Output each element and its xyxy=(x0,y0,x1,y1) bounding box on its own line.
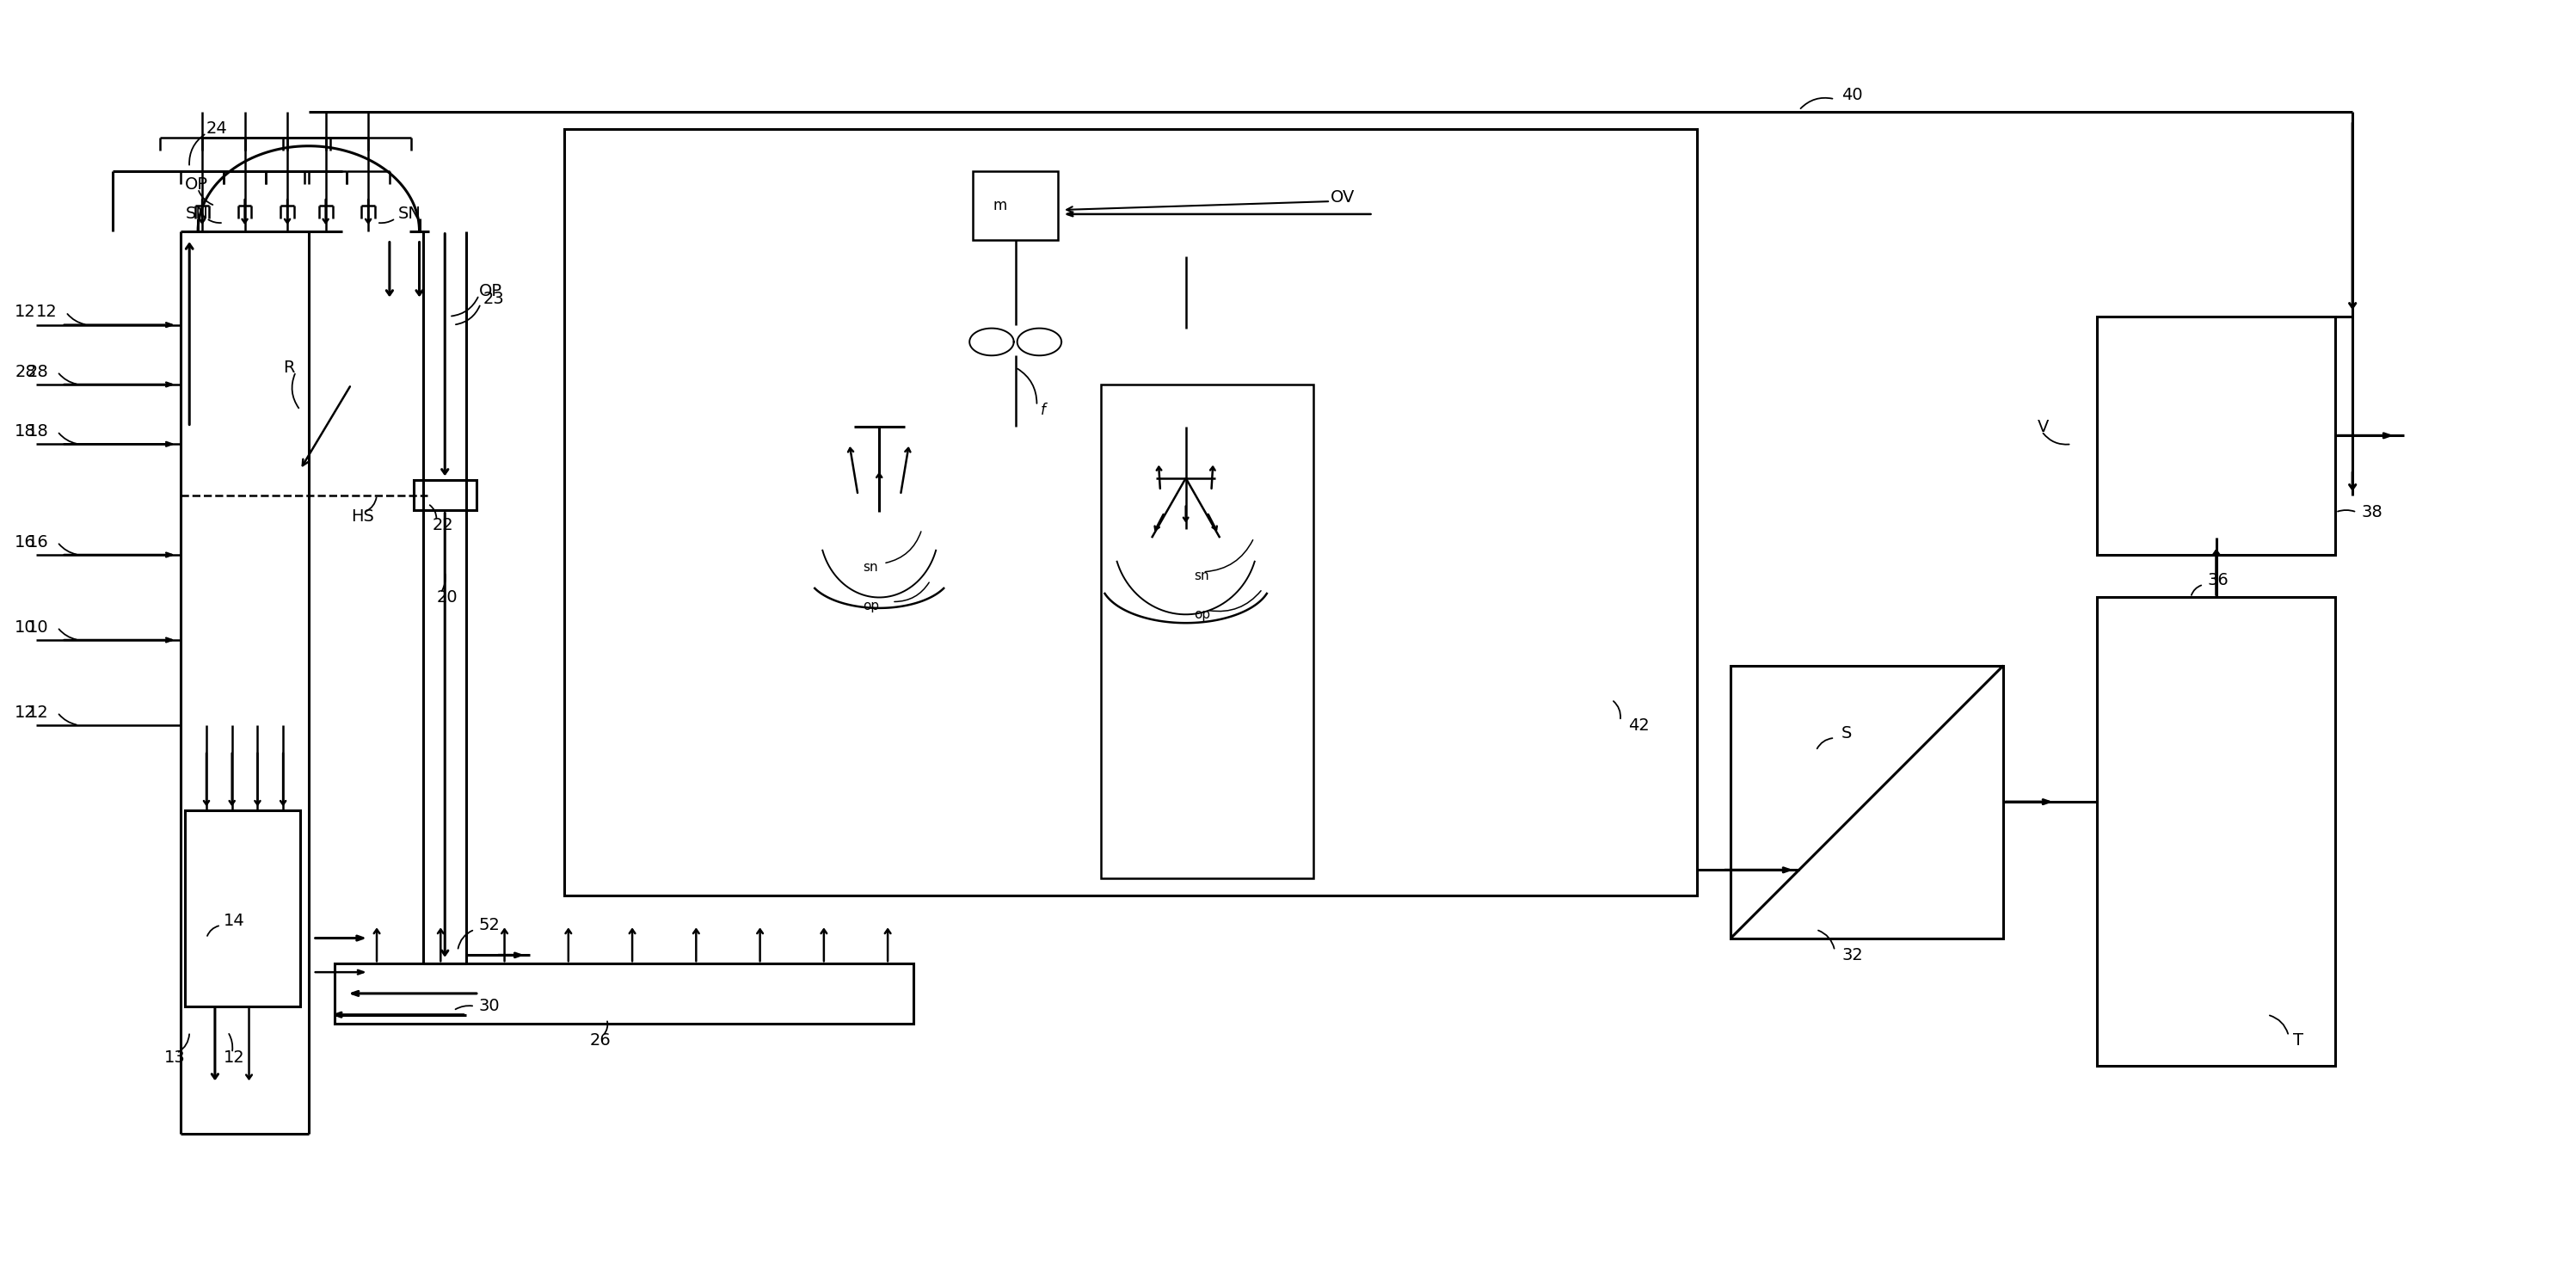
Text: S: S xyxy=(1842,726,1852,742)
Text: op: op xyxy=(863,599,878,612)
Text: 23: 23 xyxy=(484,291,505,307)
Text: m: m xyxy=(994,198,1007,214)
Text: 32: 32 xyxy=(1842,947,1862,964)
Text: 30: 30 xyxy=(479,998,500,1015)
Text: 10: 10 xyxy=(15,620,36,635)
Text: OP: OP xyxy=(185,177,209,192)
Text: op: op xyxy=(1195,608,1211,621)
Text: OP: OP xyxy=(479,283,502,300)
Bar xyxy=(1731,666,2004,938)
Text: 52: 52 xyxy=(479,918,500,933)
Text: T: T xyxy=(2293,1032,2303,1048)
Bar xyxy=(2097,598,2336,1066)
Bar xyxy=(185,810,301,1006)
Text: V: V xyxy=(2038,419,2048,435)
Text: 36: 36 xyxy=(2208,572,2228,589)
Text: 28: 28 xyxy=(28,364,49,380)
Text: 42: 42 xyxy=(1628,717,1651,733)
Text: sn: sn xyxy=(863,561,878,573)
Text: SN: SN xyxy=(399,206,420,223)
Text: 40: 40 xyxy=(1842,87,1862,104)
Bar xyxy=(412,480,477,511)
Text: f: f xyxy=(1041,402,1046,417)
Text: 10: 10 xyxy=(28,620,49,635)
Text: 24: 24 xyxy=(206,120,227,137)
Text: 12: 12 xyxy=(15,704,36,721)
Text: 14: 14 xyxy=(224,913,245,929)
Bar xyxy=(974,172,1059,239)
Text: 16: 16 xyxy=(28,534,49,550)
Text: R: R xyxy=(283,360,294,375)
Text: 28: 28 xyxy=(15,364,36,380)
Text: 12: 12 xyxy=(28,704,49,721)
Text: 12: 12 xyxy=(15,303,36,320)
Text: 26: 26 xyxy=(590,1032,611,1048)
Text: 18: 18 xyxy=(28,424,49,439)
Text: 13: 13 xyxy=(165,1050,185,1065)
Text: 16: 16 xyxy=(15,534,36,550)
Text: OV: OV xyxy=(1332,189,1355,205)
Text: 18: 18 xyxy=(15,424,36,439)
Bar xyxy=(335,964,914,1023)
Text: 12: 12 xyxy=(224,1050,245,1065)
Bar xyxy=(1100,384,1314,878)
Text: 22: 22 xyxy=(433,517,453,534)
Bar xyxy=(564,129,1698,896)
Text: sn: sn xyxy=(1195,570,1211,582)
Text: 38: 38 xyxy=(2362,504,2383,521)
Text: 12: 12 xyxy=(36,303,57,320)
Bar xyxy=(2097,316,2336,554)
Text: 20: 20 xyxy=(435,589,459,605)
Text: HS: HS xyxy=(350,508,374,525)
Text: SN: SN xyxy=(185,206,209,223)
